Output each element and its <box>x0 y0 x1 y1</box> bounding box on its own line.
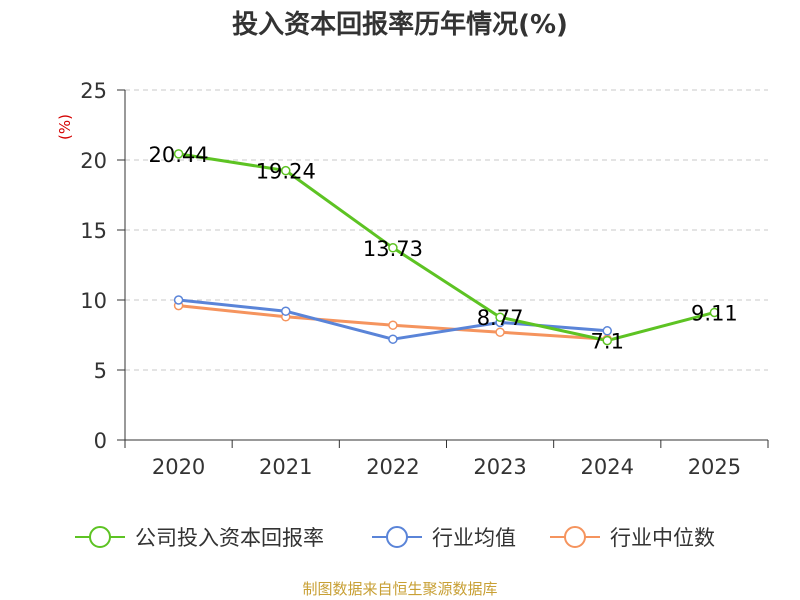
y-axis-label: (%) <box>56 114 74 140</box>
x-tick-label: 2021 <box>259 455 312 479</box>
legend-item: 公司投入资本回报率 <box>75 526 324 550</box>
data-point <box>388 334 398 344</box>
series-points <box>173 149 720 346</box>
x-tick-label: 2022 <box>366 455 419 479</box>
data-labels: 20.44 19.24 13.73 8.77 7.1 9.11 <box>149 143 738 354</box>
x-tick-label: 2020 <box>152 455 205 479</box>
x-tick-label: 2025 <box>688 455 741 479</box>
data-point <box>281 165 291 176</box>
legend: 公司投入资本回报率 行业均值 行业中位数 <box>75 526 715 550</box>
legend-item: 行业中位数 <box>550 526 715 550</box>
legend-item: 行业均值 <box>372 526 516 550</box>
data-label: 9.11 <box>691 301 738 325</box>
legend-label: 行业均值 <box>432 526 516 550</box>
data-point <box>173 149 184 159</box>
y-tick-label: 10 <box>80 289 107 313</box>
legend-label: 公司投入资本回报率 <box>135 526 324 550</box>
series-line-0 <box>178 152 715 343</box>
y-tick-label: 0 <box>94 429 107 453</box>
data-point <box>281 306 291 316</box>
chart-title: 投入资本回报率历年情况(%) <box>232 10 568 40</box>
data-point <box>388 320 398 330</box>
data-point <box>709 307 720 318</box>
y-tick-label: 5 <box>94 359 107 383</box>
y-tick-label: 25 <box>80 79 107 103</box>
legend-marker <box>386 526 408 548</box>
data-label: 20.44 <box>149 143 209 167</box>
source-note: 制图数据来自恒生聚源数据库 <box>302 580 498 598</box>
legend-label: 行业中位数 <box>610 526 715 550</box>
series-line-1 <box>178 298 608 341</box>
data-point <box>495 327 505 337</box>
data-point <box>495 312 505 322</box>
x-tick-label: 2024 <box>581 455 634 479</box>
data-label: 19.24 <box>256 160 316 184</box>
data-label: 7.1 <box>591 330 624 354</box>
y-tick-label: 15 <box>80 219 107 243</box>
data-point <box>602 326 612 336</box>
legend-marker <box>564 526 586 548</box>
x-tick-label: 2023 <box>473 455 526 479</box>
data-point <box>173 295 184 305</box>
grid-lines <box>125 89 768 371</box>
y-tick-label: 20 <box>80 149 107 173</box>
data-point <box>388 243 398 253</box>
legend-marker <box>89 526 111 548</box>
data-label: 13.73 <box>363 237 423 261</box>
data-point <box>602 335 612 346</box>
data-label: 8.77 <box>477 306 524 330</box>
